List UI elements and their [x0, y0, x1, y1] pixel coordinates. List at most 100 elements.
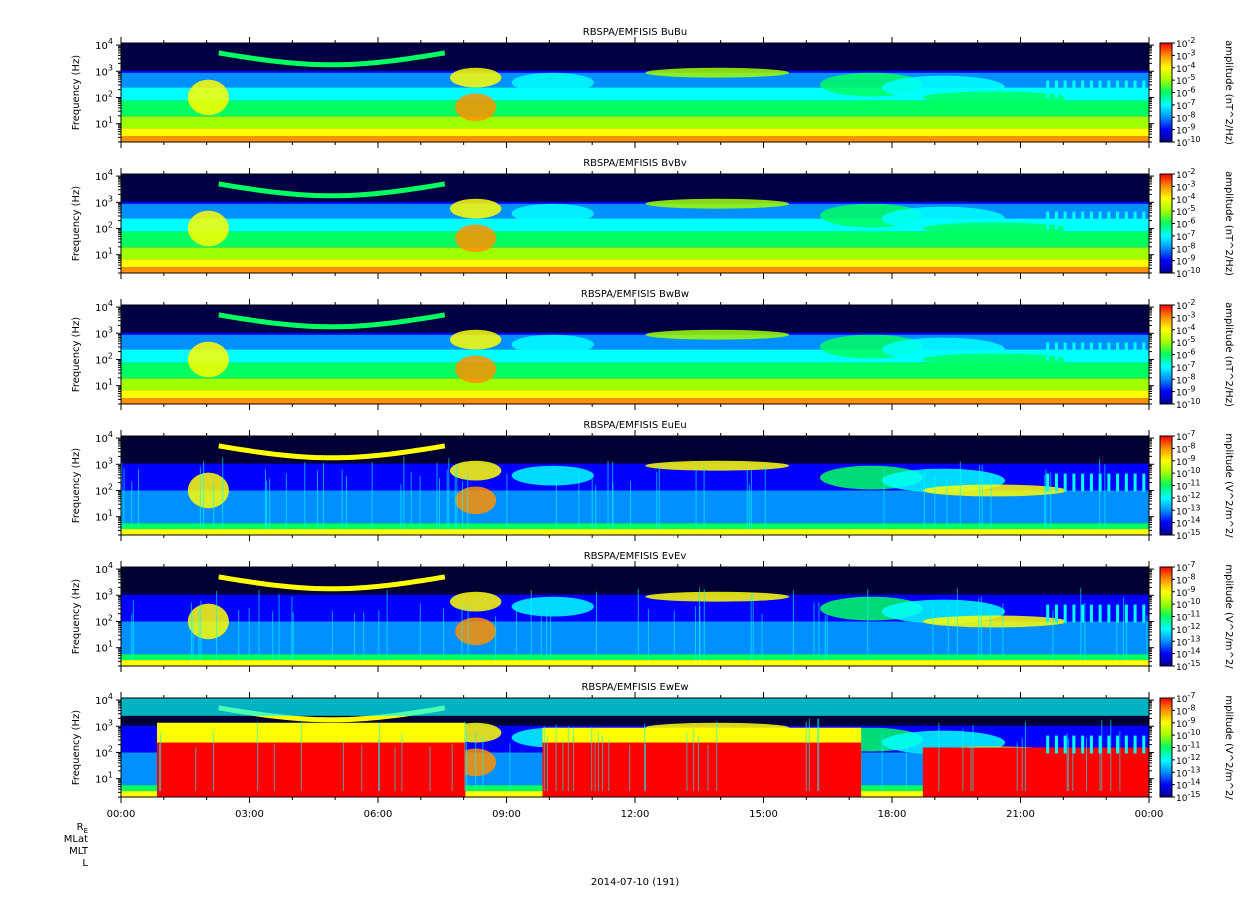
pulse-feature: [1054, 80, 1058, 99]
spectral-band: [121, 100, 1149, 117]
quiet-region: [121, 43, 1149, 71]
y-tick-label: 102: [95, 89, 113, 104]
panel-title: RBSPA/EMFISIS BuBu: [583, 27, 687, 38]
colorbar-scale: [1159, 304, 1173, 405]
pulse-feature: [1124, 735, 1128, 754]
y-tick-label: 104: [95, 430, 113, 445]
pulse-feature: [1098, 342, 1102, 361]
colorbar: 10-210-310-410-510-610-710-810-910-10 amp…: [1159, 36, 1234, 149]
emission-feature: [187, 472, 229, 509]
emission-feature: [922, 615, 1067, 628]
y-tick-label: 103: [95, 718, 113, 733]
spectral-band: [121, 529, 1149, 535]
colorbar-label: amplitude (nT^2/Hz): [1223, 40, 1234, 145]
colorbar-label: mplitude (V^2/m^2/: [1223, 695, 1234, 800]
y-tick-label: 101: [95, 640, 113, 655]
chorus-arc: [218, 50, 446, 68]
x-tick-label: 15:00: [749, 809, 778, 820]
y-tick-label: 103: [95, 456, 113, 471]
emission-feature: [455, 93, 497, 122]
emission-feature: [511, 465, 594, 486]
pulse-feature: [1142, 473, 1146, 492]
emission-feature: [645, 329, 790, 340]
emission-feature: [187, 603, 229, 640]
y-tick-label: 101: [95, 378, 113, 393]
ephemeris-label: RE: [77, 822, 88, 835]
spectral-band: [121, 523, 1149, 530]
pulse-feature: [1107, 211, 1111, 230]
pulse-feature: [1072, 80, 1076, 99]
chorus-arc: [218, 181, 446, 199]
emission-feature: [511, 203, 594, 224]
panel-title: RBSPA/EMFISIS BwBw: [581, 289, 689, 300]
emission-feature: [922, 91, 1067, 104]
spectral-band: [121, 116, 1149, 129]
spectral-band: [121, 362, 1149, 379]
spectral-band: [121, 128, 1149, 137]
emission-feature: [187, 341, 229, 378]
panel-ewew: RBSPA/EMFISIS EwEw 101 102 103 104 Frequency …: [71, 682, 1234, 804]
y-tick-label: 104: [95, 692, 113, 707]
y-tick-label: 104: [95, 37, 113, 52]
pulse-feature: [1133, 735, 1137, 754]
panel-title: RBSPA/EMFISIS EwEw: [581, 682, 688, 693]
pulse-feature: [1107, 342, 1111, 361]
pulse-feature: [1063, 80, 1067, 99]
ephemeris-label: MLat: [64, 834, 88, 845]
pulse-feature: [1072, 735, 1076, 754]
emission-feature: [511, 596, 594, 617]
colorbar-label: amplitude (nT^2/Hz): [1223, 302, 1234, 407]
emission-feature: [922, 222, 1067, 235]
ephemeris-label: MLT: [69, 846, 89, 857]
x-tick-label: 09:00: [492, 809, 521, 820]
chorus-arc: [218, 443, 446, 461]
spectral-band: [121, 267, 1149, 273]
spectral-band: [121, 654, 1149, 661]
y-tick-label: 104: [95, 299, 113, 314]
y-tick-label: 101: [95, 509, 113, 524]
spectrogram: [121, 174, 1149, 273]
y-axis-label: Frequency (Hz): [71, 186, 82, 262]
pulse-feature: [1116, 735, 1120, 754]
y-tick-label: 103: [95, 63, 113, 78]
y-tick-label: 103: [95, 325, 113, 340]
spectrogram: [121, 567, 1149, 666]
spectral-band: [121, 259, 1149, 268]
pulse-feature: [1098, 604, 1102, 623]
spectral-band: [121, 390, 1149, 399]
spectrogram: [121, 43, 1149, 142]
chorus-arc: [218, 312, 446, 330]
pulse-feature: [1124, 80, 1128, 99]
pulse-feature: [1054, 211, 1058, 230]
y-tick-label: 102: [95, 220, 113, 235]
colorbar-label: mplitude (V^2/m^2/: [1223, 564, 1234, 669]
pulse-feature: [1124, 473, 1128, 492]
y-axis-label: Frequency (Hz): [71, 55, 82, 131]
pulse-feature: [1142, 735, 1146, 754]
pulse-feature: [1072, 604, 1076, 623]
spectral-band: [121, 136, 1149, 142]
colorbar-label: mplitude (V^2/m^2/: [1223, 433, 1234, 538]
pulse-feature: [1072, 211, 1076, 230]
emission-feature: [121, 698, 1149, 716]
y-axis-label: Frequency (Hz): [71, 579, 82, 655]
pulse-feature: [1098, 211, 1102, 230]
colorbar: 10-210-310-410-510-610-710-810-910-10 amp…: [1159, 298, 1234, 411]
pulse-feature: [1089, 473, 1093, 492]
pulse-feature: [1063, 604, 1067, 623]
colorbar-scale: [1159, 435, 1173, 536]
quiet-region: [121, 305, 1149, 333]
colorbar-tick-label: 10-15: [1176, 790, 1201, 804]
pulse-feature: [1116, 473, 1120, 492]
pulse-feature: [1046, 80, 1050, 99]
emission-feature: [922, 484, 1067, 497]
spectral-band: [121, 398, 1149, 404]
colorbar-scale: [1159, 42, 1173, 143]
spectral-band: [121, 660, 1149, 666]
spectrogram: [121, 698, 1149, 797]
colorbar-tick-label: 10-10: [1176, 135, 1201, 149]
emission-feature: [645, 67, 790, 78]
pulse-feature: [1142, 211, 1146, 230]
y-tick-label: 104: [95, 168, 113, 183]
